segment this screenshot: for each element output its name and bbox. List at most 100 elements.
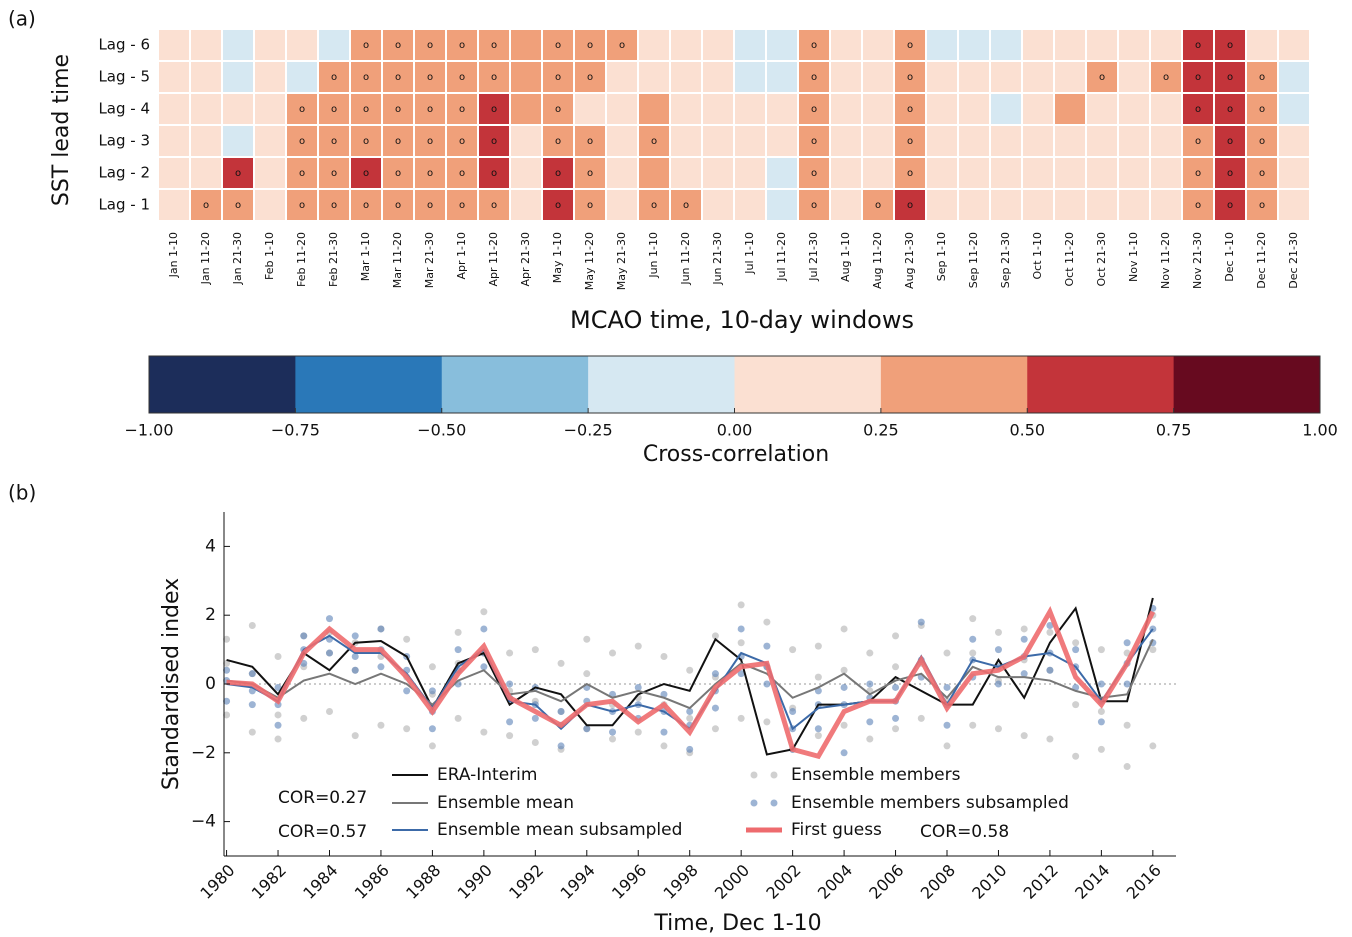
heatmap-cell <box>445 124 479 158</box>
heatmap-cell <box>733 156 767 190</box>
heatmap-cell <box>733 188 767 222</box>
ensemble-member <box>634 683 642 691</box>
heatmap-cell <box>701 92 735 126</box>
heatmap-cell <box>413 156 447 190</box>
ensemble-member <box>351 732 359 740</box>
significance-marker: o <box>427 136 433 147</box>
y-axis-label: SST lead time <box>49 54 74 206</box>
x-tick-label: Dec 1-10 <box>1223 232 1236 282</box>
ensemble-member <box>994 628 1002 636</box>
significance-marker: o <box>363 72 369 83</box>
significance-marker: o <box>459 200 465 211</box>
series-line <box>226 606 1156 760</box>
significance-marker: o <box>459 168 465 179</box>
ensemble-member <box>737 670 745 678</box>
x-tick-label: Oct 21-30 <box>1095 232 1108 286</box>
ensemble-member <box>686 714 694 722</box>
significance-marker: o <box>587 40 593 51</box>
significance-marker: o <box>1259 72 1265 83</box>
annotation: COR=0.27 <box>278 788 367 808</box>
significance-marker: o <box>907 136 913 147</box>
panel-label: (b) <box>8 481 36 505</box>
heatmap-cell <box>157 188 191 222</box>
x-tick-label: Nov 21-30 <box>1191 232 1204 289</box>
significance-marker: o <box>1099 72 1105 83</box>
significance-marker: o <box>587 136 593 147</box>
y-tick-label: Lag - 2 <box>98 164 150 182</box>
heatmap-cell <box>1053 92 1087 126</box>
x-tick-label: May 21-30 <box>615 232 628 290</box>
ensemble-member <box>634 728 642 736</box>
x-tick-label: Oct 1-10 <box>1031 232 1044 279</box>
ensemble-member <box>1097 708 1105 716</box>
ensemble-member <box>428 742 436 750</box>
heatmap-cell <box>829 28 863 62</box>
heatmap-cell <box>1213 188 1247 222</box>
ensemble-member <box>248 622 256 630</box>
significance-marker: o <box>1227 200 1233 211</box>
heatmap-cell <box>253 156 287 190</box>
ensemble-member <box>403 725 411 733</box>
colorbar-tick-label: 1.00 <box>1302 421 1338 440</box>
heatmap-cell <box>989 188 1023 222</box>
heatmap-cell <box>1213 156 1247 190</box>
significance-marker: o <box>459 136 465 147</box>
colorbar-tick-label: −1.00 <box>124 421 173 440</box>
ensemble-member <box>403 687 411 695</box>
significance-marker: o <box>203 200 209 211</box>
significance-marker: o <box>491 72 497 83</box>
x-tick-label: Aug 1-10 <box>839 232 852 282</box>
significance-marker: o <box>1227 136 1233 147</box>
x-tick-label: 1994 <box>557 861 599 903</box>
heatmap-cell <box>1021 156 1055 190</box>
colorbar-swatch <box>149 356 296 413</box>
x-tick-label: 1980 <box>196 861 238 903</box>
ensemble-member <box>1123 721 1131 729</box>
heatmap-cell <box>573 188 607 222</box>
significance-marker: o <box>491 168 497 179</box>
heatmap-cell <box>1277 156 1311 190</box>
x-tick-label: Jan 11-20 <box>199 232 212 285</box>
ensemble-member <box>763 680 771 688</box>
heatmap-cell <box>1117 156 1151 190</box>
heatmap-cell <box>925 124 959 158</box>
significance-marker: o <box>683 200 689 211</box>
heatmap-cell <box>1149 28 1183 62</box>
heatmap-cell <box>1085 60 1119 94</box>
ensemble-member <box>737 625 745 633</box>
heatmap-cell <box>733 92 767 126</box>
colorbar-label: Cross-correlation <box>643 442 829 467</box>
ensemble-member <box>1046 666 1054 674</box>
ensemble-member <box>223 666 231 674</box>
significance-marker: o <box>587 72 593 83</box>
x-tick-label: 1986 <box>351 861 393 903</box>
significance-marker: o <box>459 72 465 83</box>
heatmap-cell <box>253 124 287 158</box>
ensemble-member <box>763 718 771 726</box>
ensemble-member <box>583 635 591 643</box>
heatmap-cell <box>669 60 703 94</box>
heatmap-cell <box>573 92 607 126</box>
x-tick-label: 1992 <box>505 861 547 903</box>
ensemble-member <box>325 649 333 657</box>
significance-marker: o <box>1195 168 1201 179</box>
ensemble-member <box>969 635 977 643</box>
heatmap-cell <box>1277 28 1311 62</box>
heatmap-cell <box>1021 188 1055 222</box>
heatmap-cell <box>157 124 191 158</box>
heatmap-cell <box>861 124 895 158</box>
ensemble-member <box>223 635 231 643</box>
heatmap-cell <box>1181 156 1215 190</box>
ensemble-member <box>840 721 848 729</box>
annotation: COR=0.57 <box>278 822 367 842</box>
ensemble-member <box>609 728 617 736</box>
heatmap-cell <box>157 60 191 94</box>
heatmap-cell <box>541 124 575 158</box>
ensemble-member <box>1097 680 1105 688</box>
ensemble-member <box>531 714 539 722</box>
heatmap-cell <box>765 124 799 158</box>
heatmap-cell <box>925 92 959 126</box>
significance-marker: o <box>555 168 561 179</box>
ensemble-member <box>223 697 231 705</box>
